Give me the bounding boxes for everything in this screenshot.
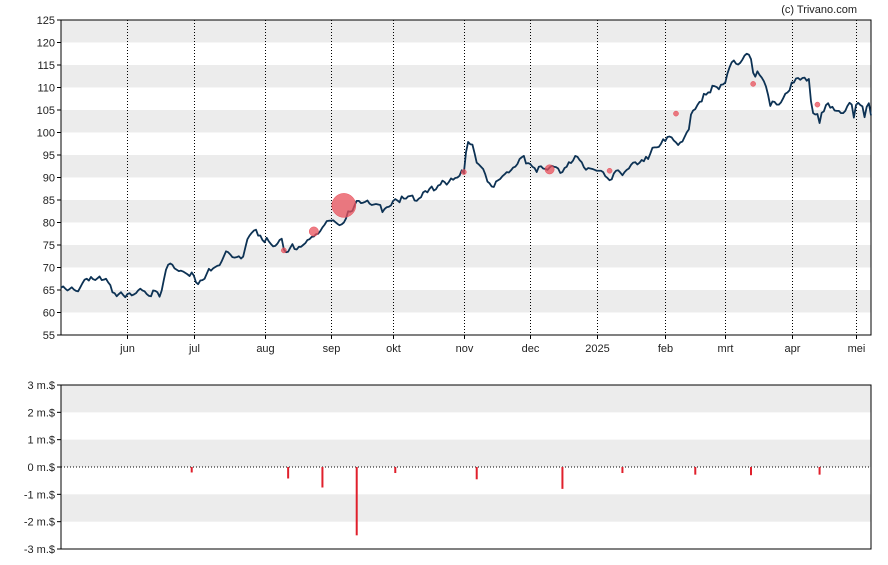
volume-y-tick-label: 3 m.$ xyxy=(27,380,55,392)
volume-band xyxy=(61,494,871,522)
volume-band xyxy=(61,385,871,413)
price-band xyxy=(61,110,871,133)
volume-bars xyxy=(190,467,821,536)
volume-y-tick-label: -2 m.$ xyxy=(24,517,55,529)
credit-text: (c) Trivano.com xyxy=(781,4,857,16)
volume-bar xyxy=(818,467,821,475)
trade-marker xyxy=(461,169,467,175)
price-band xyxy=(61,290,871,313)
volume-y-tick-label: -1 m.$ xyxy=(24,489,55,501)
trade-marker xyxy=(750,81,756,87)
volume-bar xyxy=(694,467,697,475)
y-tick-label: 115 xyxy=(37,60,55,72)
price-band xyxy=(61,20,871,43)
price-y-axis: 55 60 65 70 75 80 85 90 95 100 105 110 115 120 125 xyxy=(37,15,61,342)
y-tick-label: 100 xyxy=(37,128,55,140)
x-tick-label: feb xyxy=(658,343,673,355)
y-tick-label: 85 xyxy=(43,195,55,207)
x-tick-label: mei xyxy=(848,343,866,355)
y-tick-label: 65 xyxy=(43,285,55,297)
y-tick-label: 90 xyxy=(43,173,55,185)
price-panel: 55 60 65 70 75 80 85 90 95 100 105 110 115 120 125 jun… xyxy=(37,15,872,355)
trade-marker xyxy=(281,247,287,254)
x-tick-label: apr xyxy=(785,343,801,355)
trade-marker xyxy=(673,110,679,117)
trade-marker xyxy=(308,226,319,237)
volume-bands xyxy=(60,384,872,550)
y-tick-label: 105 xyxy=(37,105,55,117)
price-band xyxy=(61,200,871,223)
y-tick-label: 80 xyxy=(43,218,55,230)
y-tick-label: 125 xyxy=(37,15,55,27)
volume-y-tick-label: 2 m.$ xyxy=(27,407,55,419)
y-tick-label: 75 xyxy=(43,240,55,252)
volume-y-tick-label: 0 m.$ xyxy=(27,462,55,474)
volume-bar xyxy=(621,467,624,474)
y-tick-label: 55 xyxy=(43,330,55,342)
x-tick-label: jun xyxy=(119,343,135,355)
x-tick-label: dec xyxy=(522,343,540,355)
x-tick-label: nov xyxy=(456,343,474,355)
volume-band xyxy=(61,439,871,467)
volume-bar xyxy=(190,467,193,473)
trade-marker xyxy=(814,101,821,108)
price-band xyxy=(61,245,871,268)
x-tick-label: 2025 xyxy=(585,343,609,355)
volume-bar xyxy=(475,467,478,480)
x-tick-label: sep xyxy=(323,343,341,355)
trade-marker xyxy=(331,193,357,218)
y-tick-label: 70 xyxy=(43,263,55,275)
price-x-axis: jun jul aug sep okt nov dec 2025 feb mrt apr mei xyxy=(119,343,865,355)
trade-marker xyxy=(544,164,555,175)
price-bands xyxy=(60,19,872,336)
y-tick-label: 110 xyxy=(37,83,55,95)
volume-bar xyxy=(287,467,290,479)
x-tick-label: okt xyxy=(386,343,401,355)
volume-bar xyxy=(394,467,397,474)
volume-bar xyxy=(561,467,564,489)
price-band xyxy=(61,155,871,178)
price-band xyxy=(61,65,871,88)
volume-y-tick-label: -3 m.$ xyxy=(24,544,55,556)
price-month-gridlines xyxy=(127,20,857,339)
volume-bar xyxy=(321,467,324,488)
trade-markers xyxy=(281,81,821,254)
volume-y-tick-label: 1 m.$ xyxy=(27,435,55,447)
volume-y-axis: 3 m.$ 2 m.$ 1 m.$ 0 m.$ -1 m.$ -2 m.$ -3 m.$ xyxy=(24,380,61,556)
x-tick-label: jul xyxy=(188,343,200,355)
y-tick-label: 60 xyxy=(43,308,55,320)
price-series-line xyxy=(60,52,872,299)
y-tick-label: 120 xyxy=(37,38,55,50)
volume-bar xyxy=(750,467,752,476)
y-tick-label: 95 xyxy=(43,150,55,162)
volume-panel: 3 m.$ 2 m.$ 1 m.$ 0 m.$ -1 m.$ -2 m.$ -3 m.$ xyxy=(24,380,872,556)
x-tick-label: mrt xyxy=(718,343,734,355)
trade-marker xyxy=(606,167,613,174)
volume-bar xyxy=(355,467,358,536)
x-tick-label: aug xyxy=(256,343,274,355)
